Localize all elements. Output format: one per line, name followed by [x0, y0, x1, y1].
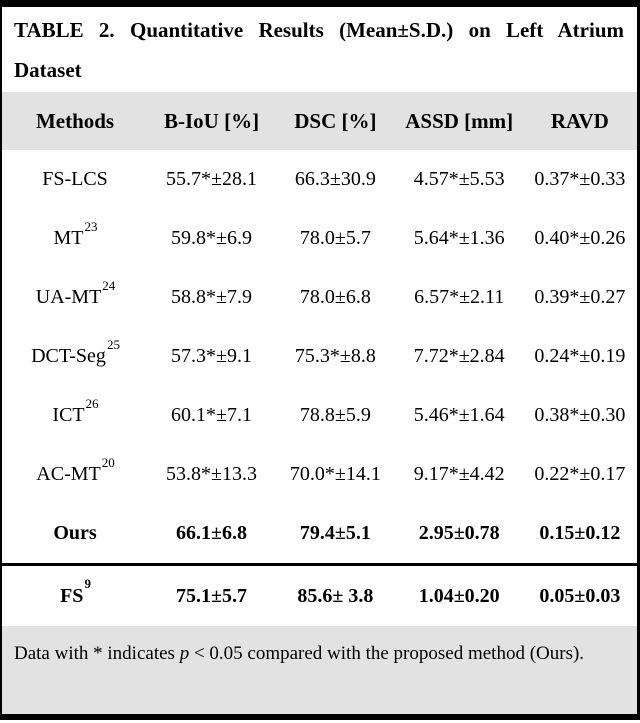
dsc-cell: 78.0±6.8 [275, 268, 396, 327]
ravd-cell: 0.22*±0.17 [522, 445, 637, 504]
ravd-cell: 0.37*±0.33 [522, 150, 637, 209]
method-name: DCT-Seg [31, 345, 106, 367]
method-cell: FS-LCS [2, 150, 149, 209]
assd-cell: 2.95±0.78 [395, 504, 523, 565]
method-name: Ours [53, 522, 97, 544]
ravd-cell: 0.39*±0.27 [522, 268, 637, 327]
footnote-text-post: < 0.05 compared with the proposed method… [189, 643, 585, 664]
method-cell: UA-MT24 [2, 268, 149, 327]
assd-cell: 6.57*±2.11 [395, 268, 523, 327]
method-cell: AC-MT20 [2, 445, 149, 504]
method-cell: Ours [2, 504, 149, 565]
method-name: AC-MT [36, 463, 101, 485]
dsc-cell: 78.0±5.7 [275, 209, 396, 268]
biou-cell: 53.8*±13.3 [148, 445, 276, 504]
citation-superscript: 20 [101, 454, 115, 470]
dsc-cell: 85.6± 3.8 [275, 563, 396, 626]
biou-cell: 75.1±5.7 [148, 563, 276, 626]
biou-cell: 57.3*±9.1 [148, 327, 276, 386]
method-cell: ICT26 [2, 386, 149, 445]
method-name: ICT [52, 404, 85, 426]
col-header-ravd: RAVD [522, 92, 637, 150]
table-row-ac-mt: AC-MT20 53.8*±13.3 70.0*±14.1 9.17*±4.42… [2, 445, 637, 504]
biou-cell: 58.8*±7.9 [148, 268, 276, 327]
table-row-ict: ICT26 60.1*±7.1 78.8±5.9 5.46*±1.64 0.38… [2, 386, 637, 445]
table-row-fs-lcs: FS-LCS 55.7*±28.1 66.3±30.9 4.57*±5.53 0… [2, 150, 637, 209]
ravd-cell: 0.40*±0.26 [522, 209, 637, 268]
citation-superscript: 9 [84, 576, 91, 591]
col-header-assd: ASSD [mm] [395, 92, 523, 150]
assd-cell: 4.57*±5.53 [395, 150, 523, 209]
assd-cell: 9.17*±4.42 [395, 445, 523, 504]
dsc-cell: 75.3*±8.8 [275, 327, 396, 386]
header-row: Methods B-IoU [%] DSC [%] ASSD [mm] RAVD [2, 92, 637, 150]
p-value-symbol: p [179, 643, 190, 664]
method-cell: MT23 [2, 209, 149, 268]
col-header-methods: Methods [2, 92, 149, 150]
ravd-cell: 0.24*±0.19 [522, 327, 637, 386]
table-caption-text: TABLE 2. Quantitative Results (Mean±S.D.… [14, 18, 624, 82]
table-footnote: Data with * indicates p < 0.05 compared … [2, 626, 637, 714]
ravd-cell: 0.38*±0.30 [522, 386, 637, 445]
table-caption: TABLE 2. Quantitative Results (Mean±S.D.… [2, 7, 637, 92]
table-row-fs: FS9 75.1±5.7 85.6± 3.8 1.04±0.20 0.05±0.… [2, 563, 637, 626]
method-name: MT [53, 227, 84, 249]
col-header-dsc: DSC [%] [275, 92, 396, 150]
table-row-mt: MT23 59.8*±6.9 78.0±5.7 5.64*±1.36 0.40*… [2, 209, 637, 268]
assd-cell: 7.72*±2.84 [395, 327, 523, 386]
method-name: FS-LCS [42, 168, 108, 190]
biou-cell: 55.7*±28.1 [148, 150, 276, 209]
dsc-cell: 79.4±5.1 [275, 504, 396, 565]
assd-cell: 5.64*±1.36 [395, 209, 523, 268]
footnote-text-pre: Data with * indicates [14, 643, 180, 664]
method-name: UA-MT [35, 286, 102, 308]
results-table: Methods B-IoU [%] DSC [%] ASSD [mm] RAVD… [2, 92, 637, 626]
citation-superscript: 23 [84, 218, 98, 234]
citation-superscript: 24 [102, 277, 116, 293]
ravd-cell: 0.15±0.12 [522, 504, 637, 565]
ravd-cell: 0.05±0.03 [522, 563, 637, 626]
method-cell: DCT-Seg25 [2, 327, 149, 386]
biou-cell: 59.8*±6.9 [148, 209, 276, 268]
method-name: FS [60, 584, 84, 607]
dsc-cell: 70.0*±14.1 [275, 445, 396, 504]
dsc-cell: 78.8±5.9 [275, 386, 396, 445]
assd-cell: 5.46*±1.64 [395, 386, 523, 445]
citation-superscript: 25 [106, 336, 120, 352]
biou-cell: 66.1±6.8 [148, 504, 276, 565]
table-row-dct-seg: DCT-Seg25 57.3*±9.1 75.3*±8.8 7.72*±2.84… [2, 327, 637, 386]
assd-cell: 1.04±0.20 [395, 563, 523, 626]
table-row-ua-mt: UA-MT24 58.8*±7.9 78.0±6.8 6.57*±2.11 0.… [2, 268, 637, 327]
table-row-ours: Ours 66.1±6.8 79.4±5.1 2.95±0.78 0.15±0.… [2, 504, 637, 565]
citation-superscript: 26 [85, 395, 99, 411]
dsc-cell: 66.3±30.9 [275, 150, 396, 209]
biou-cell: 60.1*±7.1 [148, 386, 276, 445]
col-header-biou: B-IoU [%] [148, 92, 276, 150]
method-cell: FS9 [2, 563, 149, 626]
